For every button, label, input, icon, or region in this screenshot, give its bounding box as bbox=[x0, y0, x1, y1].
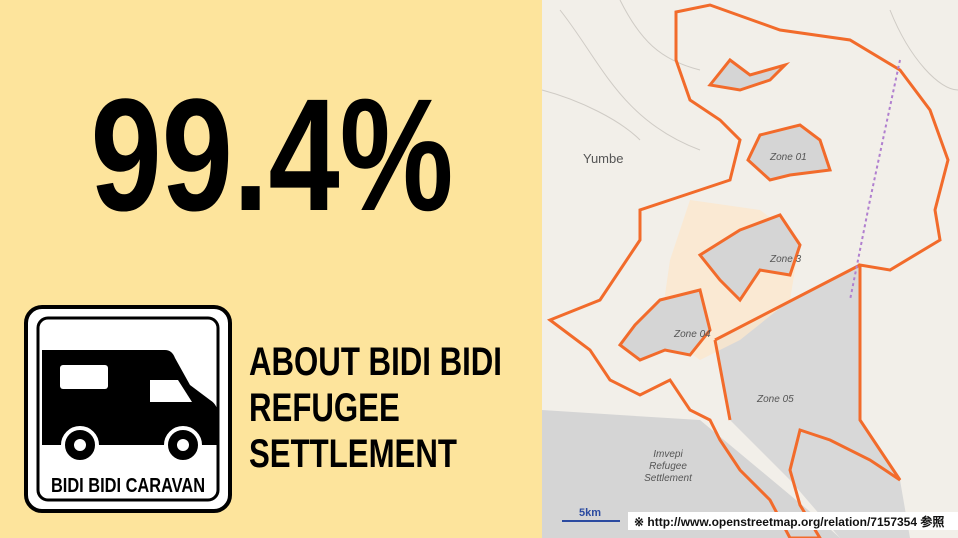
truck-hub bbox=[74, 439, 86, 451]
stat-value: 99.4% bbox=[91, 65, 454, 244]
map-zone-label: Zone 3 bbox=[769, 254, 802, 265]
logo: BIDI BIDI CARAVAN bbox=[24, 305, 232, 513]
zone-boundary bbox=[713, 263, 861, 421]
border-line bbox=[849, 59, 901, 301]
map-zone-label: Zone 04 bbox=[673, 329, 711, 340]
imvepi-area bbox=[542, 410, 840, 538]
truck-cab-window bbox=[150, 380, 192, 402]
settlement-boundary bbox=[546, 3, 950, 538]
map-zone-label: Zone 01 bbox=[769, 152, 807, 163]
zone-01-patch bbox=[746, 123, 833, 182]
source-background bbox=[628, 512, 958, 530]
map-area-label: Settlement bbox=[644, 473, 693, 484]
map-area-label: Refugee bbox=[649, 461, 687, 472]
truck-window bbox=[60, 365, 108, 389]
map-zone-label: Zone 05 bbox=[756, 394, 794, 405]
zone-patch bbox=[707, 57, 791, 92]
map: Yumbe Zone 01 Zone 3 Zone 04 Zone 05 Imv… bbox=[541, 0, 958, 538]
zone-05-area bbox=[715, 265, 910, 538]
map-town-label: Yumbe bbox=[583, 151, 623, 166]
heading-line: REFUGEE bbox=[249, 385, 400, 430]
source-note: ※ http://www.openstreetmap.org/relation/… bbox=[634, 514, 944, 529]
heading-line: SETTLEMENT bbox=[249, 431, 457, 476]
zone-3-patch bbox=[697, 213, 802, 303]
heading: ABOUT BIDI BIDI REFUGEE SETTLEMENT bbox=[249, 339, 502, 476]
roads bbox=[541, 0, 958, 151]
map-scale-label: 5km bbox=[579, 507, 601, 519]
heading-line: ABOUT BIDI BIDI bbox=[249, 339, 502, 384]
zone-04-patch bbox=[617, 288, 712, 362]
logo-label: BIDI BIDI CARAVAN bbox=[51, 473, 205, 496]
truck-hub bbox=[177, 439, 189, 451]
map-area-label: Imvepi bbox=[653, 449, 683, 460]
